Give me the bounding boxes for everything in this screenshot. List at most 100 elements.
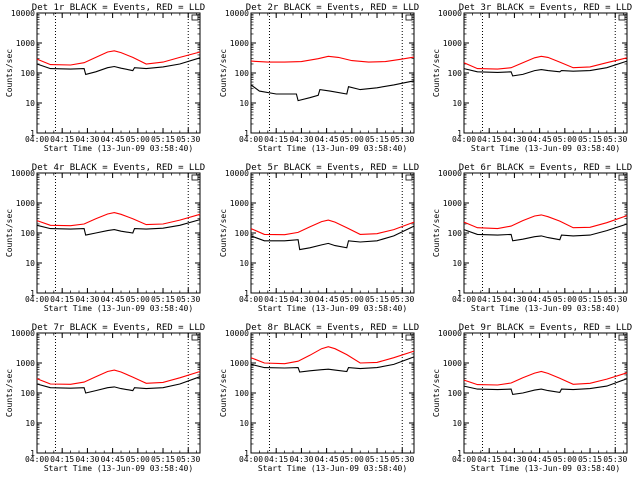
y-tick-label: 10: [25, 419, 35, 428]
x-tick-label: 05:00: [553, 455, 577, 464]
y-tick-label: 10000: [438, 9, 462, 18]
legend-box: [405, 334, 413, 341]
y-tick-label: 1: [244, 129, 249, 138]
plot-title: Det 7r BLACK = Events, RED = LLD: [32, 323, 205, 333]
x-tick-label: 05:15: [151, 455, 175, 464]
y-axis-label: Counts/sec: [219, 369, 228, 417]
y-tick-label: 100: [235, 389, 250, 398]
plot-panel: Det 1r BLACK = Events, RED = LLD 1 10 100 10…: [5, 3, 205, 153]
x-tick-label: 04:30: [75, 455, 99, 464]
y-tick-label: 10: [25, 99, 35, 108]
y-axis-label: Counts/sec: [5, 369, 14, 417]
y-tick-label: 1000: [443, 39, 462, 48]
x-tick-label: 05:30: [390, 135, 414, 144]
y-tick-label: 1: [457, 129, 462, 138]
x-tick-label: 04:00: [239, 135, 263, 144]
y-tick-label: 100: [448, 69, 463, 78]
x-tick-label: 04:45: [101, 455, 125, 464]
x-tick-label: 04:45: [315, 455, 339, 464]
x-tick-label: 04:00: [25, 295, 49, 304]
x-tick-label: 05:30: [176, 295, 200, 304]
plot-panel: Det 7r BLACK = Events, RED = LLD 1 10 100 10…: [5, 323, 205, 473]
y-tick-label: 1000: [230, 359, 249, 368]
x-axis-label: Start Time (13-Jun-09 03:58:40): [471, 464, 620, 473]
x-axis-label: Start Time (13-Jun-09 03:58:40): [471, 144, 620, 153]
events-series-line: [463, 378, 628, 396]
plot-frame: [250, 332, 415, 454]
y-tick-label: 100: [448, 389, 463, 398]
y-tick-label: 10000: [225, 9, 249, 18]
plot-panel: Det 5r BLACK = Events, RED = LLD 1 10 100 10…: [219, 163, 419, 313]
events-series-line: [463, 60, 628, 77]
plot-frame: [36, 172, 201, 294]
plot-panel: Det 4r BLACK = Events, RED = LLD 1 10 100 10…: [5, 163, 205, 313]
legend-box: [618, 14, 626, 21]
y-axis-label: Counts/sec: [5, 209, 14, 257]
x-tick-label: 04:45: [315, 135, 339, 144]
x-tick-label: 05:00: [340, 295, 364, 304]
x-tick-label: 04:15: [477, 455, 501, 464]
x-tick-label: 04:15: [264, 135, 288, 144]
y-tick-label: 10: [239, 419, 249, 428]
y-tick-label: 100: [235, 69, 250, 78]
legend-box: [618, 174, 626, 181]
y-tick-label: 10: [452, 99, 462, 108]
events-series-line: [36, 376, 201, 394]
x-axis-label: Start Time (13-Jun-09 03:58:40): [44, 304, 193, 313]
x-tick-label: 05:15: [578, 455, 602, 464]
x-tick-label: 05:00: [553, 295, 577, 304]
y-tick-label: 10: [239, 259, 249, 268]
x-tick-label: 04:45: [101, 135, 125, 144]
events-series-line: [250, 80, 415, 102]
y-axis-label: Counts/sec: [432, 209, 441, 257]
y-tick-label: 100: [448, 229, 463, 238]
legend-box: [191, 334, 199, 341]
y-tick-label: 10000: [11, 329, 35, 338]
plot-title: Det 8r BLACK = Events, RED = LLD: [246, 323, 419, 333]
x-tick-label: 05:00: [126, 295, 150, 304]
x-axis-label: Start Time (13-Jun-09 03:58:40): [258, 304, 407, 313]
plot-frame: [36, 12, 201, 134]
lld-series-line: [250, 55, 415, 63]
plot-frame: [250, 172, 415, 294]
plot-frame: [463, 12, 628, 134]
y-tick-label: 10000: [225, 169, 249, 178]
y-tick-label: 100: [21, 69, 36, 78]
lld-series-line: [463, 55, 628, 70]
y-axis-label: Counts/sec: [432, 369, 441, 417]
x-tick-label: 05:15: [578, 295, 602, 304]
y-tick-label: 1000: [16, 39, 35, 48]
y-tick-label: 1000: [230, 199, 249, 208]
x-tick-label: 04:00: [452, 455, 476, 464]
x-axis-label: Start Time (13-Jun-09 03:58:40): [258, 464, 407, 473]
y-tick-label: 10000: [225, 329, 249, 338]
x-tick-label: 04:30: [289, 455, 313, 464]
x-tick-label: 05:15: [365, 295, 389, 304]
legend-box: [405, 174, 413, 181]
plot-panel: Det 2r BLACK = Events, RED = LLD 1 10 100 10…: [219, 3, 419, 153]
x-tick-label: 04:30: [502, 295, 526, 304]
y-tick-label: 10: [25, 259, 35, 268]
x-tick-label: 04:15: [264, 455, 288, 464]
x-tick-label: 05:30: [603, 135, 627, 144]
y-tick-label: 1000: [16, 359, 35, 368]
y-axis-label: Counts/sec: [219, 49, 228, 97]
y-tick-label: 1: [30, 289, 35, 298]
x-tick-label: 05:00: [126, 455, 150, 464]
x-tick-label: 05:15: [365, 455, 389, 464]
x-tick-label: 05:30: [390, 295, 414, 304]
x-tick-label: 04:30: [502, 135, 526, 144]
lld-series-line: [36, 50, 201, 66]
x-tick-label: 05:30: [390, 455, 414, 464]
y-tick-label: 1: [30, 129, 35, 138]
x-tick-label: 04:45: [315, 295, 339, 304]
x-axis-label: Start Time (13-Jun-09 03:58:40): [471, 304, 620, 313]
y-tick-label: 10: [452, 259, 462, 268]
x-tick-label: 04:30: [289, 135, 313, 144]
events-series-line: [36, 219, 201, 236]
events-series-line: [36, 57, 201, 76]
x-tick-label: 05:30: [603, 455, 627, 464]
lld-series-line: [250, 346, 415, 365]
plot-title: Det 9r BLACK = Events, RED = LLD: [459, 323, 632, 333]
